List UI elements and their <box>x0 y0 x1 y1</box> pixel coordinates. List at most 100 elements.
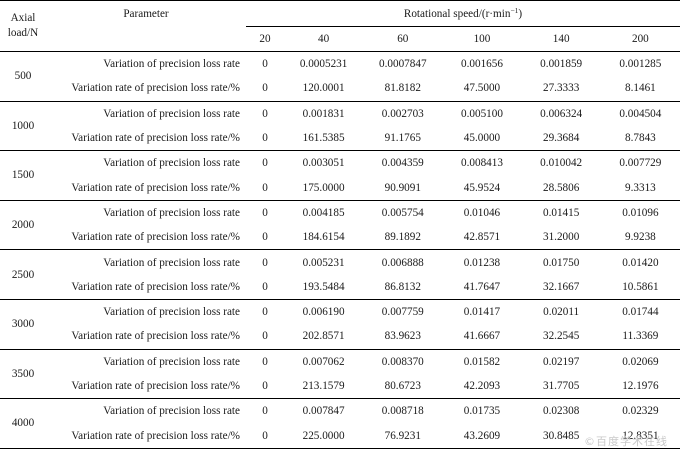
value-cell: 120.0001 <box>284 76 364 102</box>
value-cell: 8.1461 <box>600 76 680 102</box>
table-body: 500 Variation of precision loss rate 0 0.00… <box>0 51 680 449</box>
value-cell: 32.1667 <box>521 274 601 300</box>
value-cell: 12.1976 <box>600 373 680 400</box>
value-cell: 0.010042 <box>540 157 583 170</box>
value-cell: 0.001859 <box>540 58 583 71</box>
value-cell: 0.0005231 <box>299 58 348 71</box>
parameter-cell: Variation of precision loss rate <box>103 355 240 368</box>
value-cell: 0.008370 <box>381 355 424 368</box>
value-cell: 0 <box>262 256 268 269</box>
value-cell: 89.1892 <box>363 225 443 251</box>
axial-load-cell: 3000 <box>0 299 46 350</box>
value-cell: 0.002703 <box>381 107 424 120</box>
parameter-cell: Variation of precision loss rate <box>103 157 240 170</box>
value-cell: 76.9231 <box>363 423 443 449</box>
parameter-cell: Variation rate of precision loss rate/% <box>46 274 246 300</box>
value-cell: 161.5385 <box>284 125 364 152</box>
value-cell: 0.001831 <box>302 107 345 120</box>
axial-load-cell: 1000 <box>0 101 46 152</box>
value-cell: 0.006324 <box>540 107 583 120</box>
axial-load-cell: 2000 <box>0 200 46 251</box>
table-row: 1000 Variation of precision loss rate 0 0.0… <box>0 101 680 152</box>
value-cell: 42.2093 <box>442 373 522 400</box>
value-cell: 0.005754 <box>381 206 424 219</box>
value-cell: 0.02197 <box>542 355 580 368</box>
table-row: Variation rate of precision loss rate/% 0… <box>0 274 680 300</box>
value-cell: 193.5484 <box>284 274 364 300</box>
value-cell: 0.01096 <box>622 206 659 219</box>
parameter-cell: Variation rate of precision loss rate/% <box>46 423 246 449</box>
value-cell: 0.004185 <box>302 206 345 219</box>
value-cell: 0.02011 <box>543 306 580 319</box>
value-cell: 0.01415 <box>542 206 580 219</box>
parameter-cell: Variation rate of precision loss rate/% <box>46 225 246 251</box>
value-cell: 0 <box>262 405 268 418</box>
value-cell: 0.02308 <box>542 405 580 418</box>
parameter-cell: Variation of precision loss rate <box>103 256 240 269</box>
value-cell: 0.01744 <box>622 306 659 319</box>
header-row-speeds: 20 40 60 100 140 200 <box>0 26 680 52</box>
header-axial-load: Axial load/N <box>0 0 46 52</box>
value-cell: 0.008718 <box>381 405 424 418</box>
value-cell: 28.5806 <box>521 175 601 201</box>
value-cell: 0.001656 <box>460 58 503 71</box>
value-cell: 0.007847 <box>302 405 345 418</box>
value-cell: 0.007062 <box>302 355 345 368</box>
value-cell: 0.006888 <box>381 256 424 269</box>
value-cell: 0 <box>246 125 284 152</box>
axial-load-cell: 3500 <box>0 349 46 400</box>
value-cell: 0 <box>262 58 268 71</box>
value-cell: 0.004359 <box>381 157 424 170</box>
speed-header: 40 <box>284 26 364 52</box>
table-row: Variation rate of precision loss rate/% 0… <box>0 423 680 449</box>
value-cell: 184.6154 <box>284 225 364 251</box>
value-cell: 0.02329 <box>622 405 659 418</box>
value-cell: 0 <box>262 306 268 319</box>
speed-header: 140 <box>521 26 601 52</box>
header-rotational-speed: Rotational speed/(r·min−1) <box>246 0 680 27</box>
table-row: 500 Variation of precision loss rate 0 0.00… <box>0 51 680 102</box>
value-cell: 0 <box>246 175 284 201</box>
value-cell: 47.5000 <box>442 76 522 102</box>
parameter-cell: Variation of precision loss rate <box>103 58 240 71</box>
speed-header: 20 <box>246 26 284 52</box>
value-cell: 80.6723 <box>363 373 443 400</box>
parameter-cell: Variation of precision loss rate <box>103 206 240 219</box>
value-cell: 0.01735 <box>463 405 501 418</box>
value-cell: 213.1579 <box>284 373 364 400</box>
value-cell: 0.001285 <box>619 58 662 71</box>
value-cell: 225.0000 <box>284 423 364 449</box>
parameter-cell: Variation of precision loss rate <box>103 107 240 120</box>
value-cell: 10.5861 <box>600 274 680 300</box>
value-cell: 0 <box>246 76 284 102</box>
value-cell: 29.3684 <box>521 125 601 152</box>
header-axial-load-text: Axial load/N <box>7 12 39 39</box>
value-cell: 30.8485 <box>521 423 601 449</box>
value-cell: 90.9091 <box>363 175 443 201</box>
table-row: Variation rate of precision loss rate/% 0… <box>0 373 680 400</box>
speed-header: 60 <box>363 26 443 52</box>
value-cell: 86.8132 <box>363 274 443 300</box>
value-cell: 11.3369 <box>600 324 680 350</box>
value-cell: 91.1765 <box>363 125 443 152</box>
header-row-top: Axial load/N Parameter Rotational speed/… <box>0 0 680 52</box>
axial-load-cell: 500 <box>0 51 46 102</box>
axial-load-cell: 2500 <box>0 249 46 300</box>
value-cell: 0 <box>262 157 268 170</box>
value-cell: 0.01046 <box>463 206 501 219</box>
value-cell: 0 <box>262 107 268 120</box>
header-parameter: Parameter <box>46 0 246 52</box>
header-speed-sup: −1 <box>510 5 519 15</box>
value-cell: 43.2609 <box>442 423 522 449</box>
table-row: Variation rate of precision loss rate/% 0… <box>0 76 680 102</box>
value-cell: 81.8182 <box>363 76 443 102</box>
value-cell: 202.8571 <box>284 324 364 350</box>
parameter-cell: Variation rate of precision loss rate/% <box>46 76 246 102</box>
value-cell: 0.01582 <box>463 355 501 368</box>
value-cell: 9.9238 <box>600 225 680 251</box>
value-cell: 45.0000 <box>442 125 522 152</box>
value-cell: 8.7843 <box>600 125 680 152</box>
parameter-cell: Variation rate of precision loss rate/% <box>46 324 246 350</box>
value-cell: 12.8351 <box>600 423 680 449</box>
